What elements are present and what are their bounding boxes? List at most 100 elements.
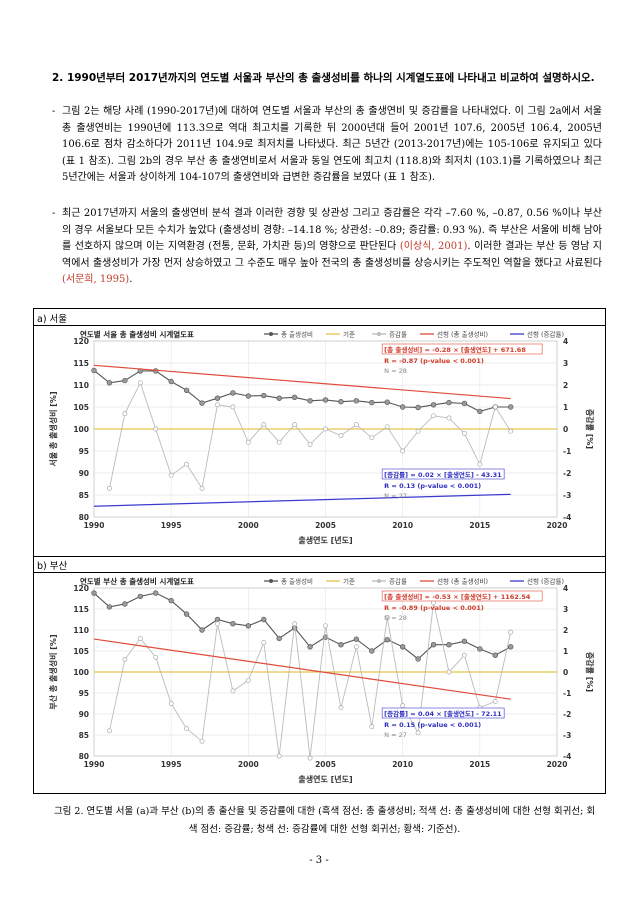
data-point: [369, 648, 375, 654]
data-point: [492, 404, 498, 410]
trend-line-change-rate: [93, 493, 511, 507]
y-tick-label: 95: [79, 447, 89, 456]
data-point: [106, 728, 112, 734]
y2-tick-label: 2: [563, 626, 568, 635]
data-point: [184, 726, 190, 732]
data-point: [153, 590, 159, 596]
data-point: [353, 422, 359, 428]
y-tick-label: 85: [79, 731, 89, 740]
y2-tick-label: -4: [563, 513, 571, 522]
legend-label: 선형 (증감률): [527, 577, 564, 586]
y-tick-label: 115: [73, 605, 89, 614]
data-point: [446, 641, 452, 648]
figure-caption: 그림 2. 연도별 서울 (a)과 부산 (b)의 총 출산율 및 증감률에 대…: [53, 806, 596, 835]
y-tick-label: 105: [73, 647, 89, 656]
data-point: [276, 395, 282, 401]
legend-label: 증감률: [389, 578, 407, 586]
annotation-r: R = 0.15 (p-value < 0.001): [384, 721, 481, 729]
legend-label: 기준: [343, 330, 355, 339]
legend-marker: [269, 579, 273, 583]
annotation-box: [381, 707, 505, 719]
legend-label: 선형 (증감률): [527, 330, 564, 339]
annotation-n: N = 27: [384, 492, 407, 500]
data-point: [214, 395, 221, 401]
data-point: [369, 399, 375, 406]
trend-line-birth-ratio: [93, 638, 511, 700]
data-point: [399, 404, 406, 410]
x-tick-label: 2000: [238, 760, 259, 769]
y2-tick-label: 0: [563, 425, 568, 434]
data-point: [338, 399, 344, 405]
data-point: [415, 404, 421, 411]
y-tick-label: 85: [79, 491, 89, 500]
y2-tick-label: -1: [563, 689, 571, 698]
data-point: [106, 380, 113, 386]
x-tick-label: 2015: [469, 521, 490, 530]
y-tick-label: 105: [73, 403, 89, 412]
data-point: [384, 399, 390, 405]
data-point: [122, 601, 128, 607]
chart-busan: 연도별 부산 총 출생성비 시계열도표 총 출생성비 기준 증감률 선형 (총 출생성비…: [42, 574, 597, 792]
legend-label: 증감률: [389, 331, 407, 339]
data-point: [261, 422, 267, 428]
x-tick-label: 2010: [392, 521, 413, 530]
annotation-r: R = -0.87 (p-value < 0.001): [384, 357, 484, 365]
data-point: [384, 636, 390, 643]
data-point: [261, 392, 267, 399]
data-point: [307, 644, 313, 650]
x-tick-label: 2005: [315, 760, 336, 769]
data-point: [199, 627, 205, 633]
y2-tick-label: -3: [563, 731, 571, 740]
data-point: [307, 441, 313, 447]
data-point: [477, 408, 483, 415]
data-point: [461, 400, 468, 407]
data-point: [461, 638, 468, 645]
data-point: [323, 623, 328, 629]
data-point: [384, 424, 390, 430]
annotation-box: [381, 590, 543, 602]
data-point: [338, 433, 344, 439]
data-point: [245, 623, 252, 629]
data-point: [400, 703, 406, 709]
data-point: [415, 428, 421, 434]
data-point: [276, 635, 282, 642]
y2-tick-label: -2: [563, 469, 571, 478]
data-point: [338, 705, 344, 711]
data-point: [91, 367, 97, 374]
data-point: [446, 669, 452, 675]
data-point: [261, 640, 267, 646]
page-number: - 3 -: [309, 855, 329, 866]
data-point: [430, 641, 437, 648]
data-point: [137, 635, 143, 641]
data-point: [184, 461, 190, 467]
data-point: [415, 730, 421, 736]
y2-tick-label: 4: [563, 584, 568, 593]
panel-separator: [34, 325, 605, 326]
data-point: [245, 677, 251, 683]
data-point: [353, 398, 360, 404]
bullet-text-before: 최근 2017년까지 서울의 출생연비 분석 결과 이러한 경향 및 상관성 그…: [62, 208, 602, 253]
data-point: [291, 394, 298, 401]
y-tick-label: 100: [73, 425, 89, 434]
legend-label: 기준: [343, 577, 355, 586]
data-point: [508, 644, 514, 650]
data-point: [215, 621, 220, 627]
y-tick-label: 110: [73, 381, 89, 390]
legend-label: 선형 (총 출생성비): [437, 577, 488, 586]
annotation-n: N = 27: [384, 731, 407, 739]
y-tick-label: 120: [73, 337, 89, 346]
data-point: [183, 611, 190, 617]
data-point: [461, 652, 467, 658]
data-point: [153, 654, 159, 660]
y2-tick-label: -2: [563, 710, 571, 719]
y-axis-label: 부산 총 출생성비 [%]: [48, 634, 58, 709]
x-tick-label: 2000: [238, 521, 259, 530]
legend-marker: [377, 332, 381, 336]
bullet-paragraph-2: - 최근 2017년까지 서울의 출생연비 분석 결과 이러한 경향 및 상관성…: [52, 206, 602, 289]
data-point: [446, 399, 452, 406]
y-tick-label: 110: [73, 626, 89, 635]
data-point: [384, 614, 390, 620]
y2-tick-label: 1: [563, 403, 568, 412]
data-point: [245, 393, 252, 399]
